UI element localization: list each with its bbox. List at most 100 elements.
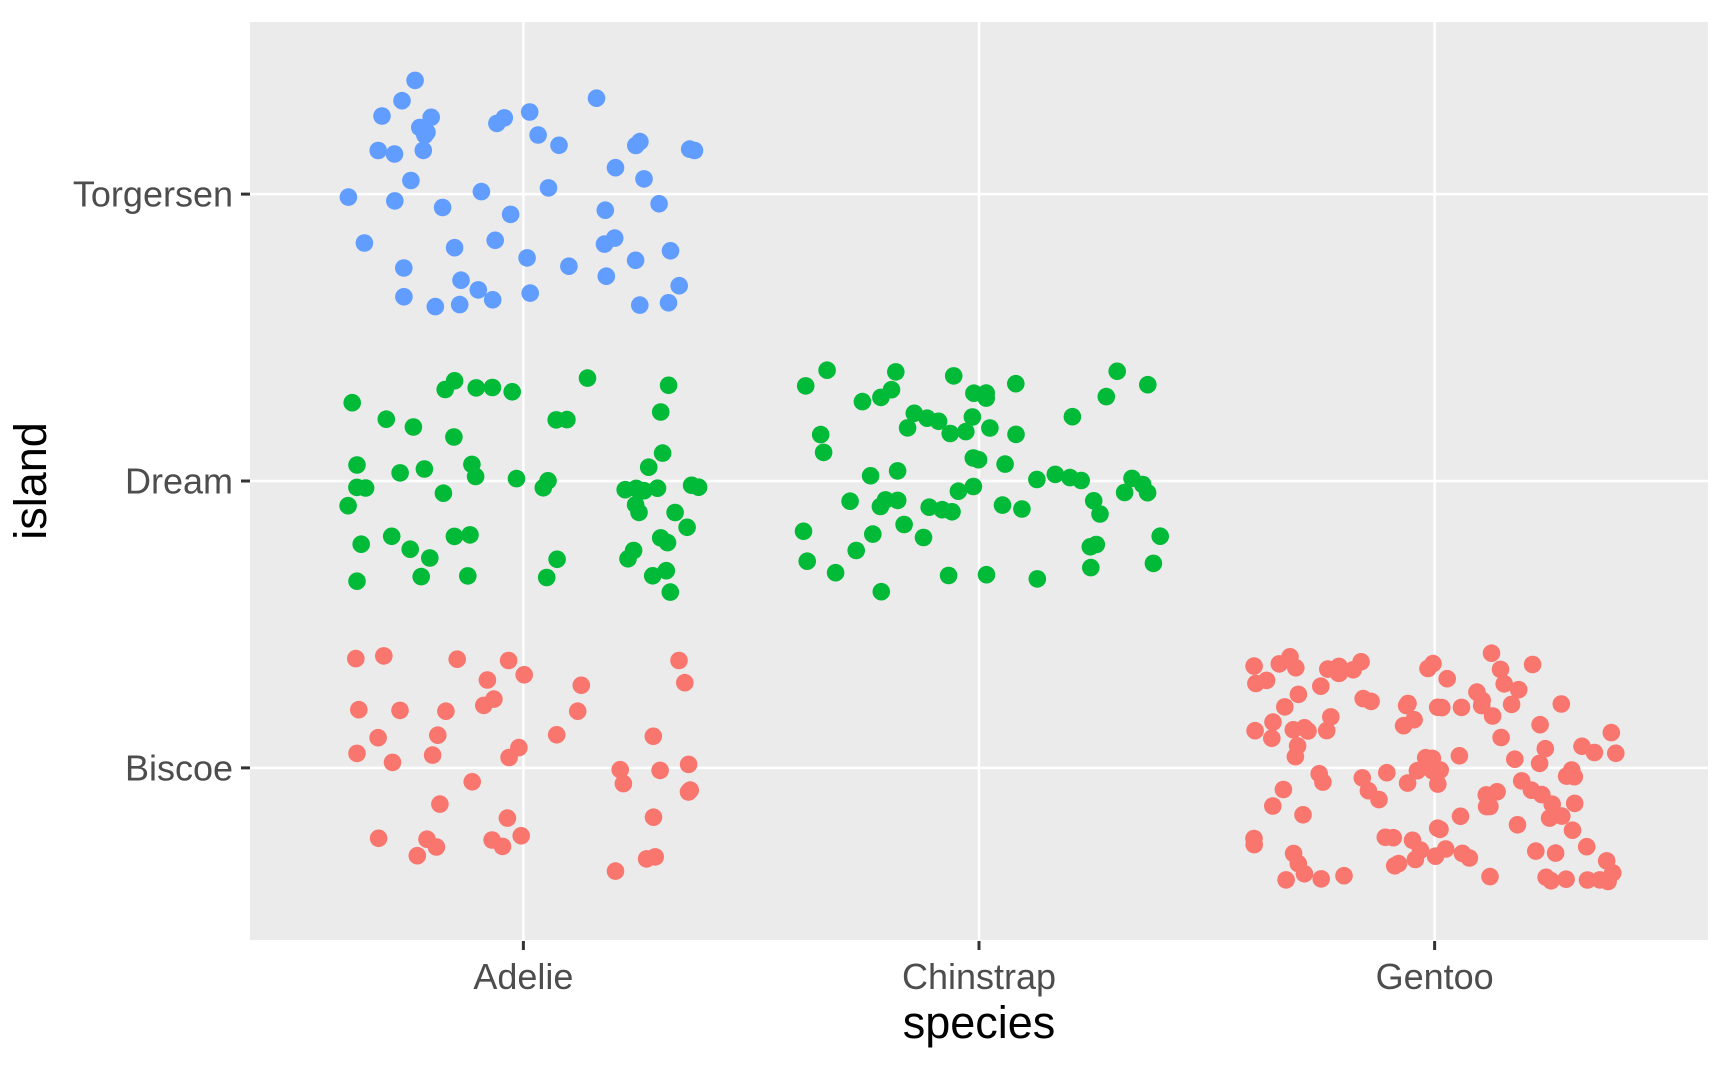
point-adelie-dream <box>467 379 486 397</box>
point-chinstrap-dream <box>933 500 951 519</box>
point-adelie-dream <box>657 561 676 580</box>
point-adelie-biscoe <box>606 862 625 880</box>
point-adelie-dream <box>463 455 481 474</box>
point-adelie-dream <box>401 540 420 558</box>
point-adelie-dream <box>339 496 357 515</box>
point-gentoo-biscoe <box>1431 761 1449 779</box>
point-gentoo-biscoe <box>1540 809 1559 827</box>
point-gentoo-biscoe <box>1416 748 1435 767</box>
point-adelie-dream <box>415 460 434 478</box>
point-chinstrap-dream <box>941 424 959 443</box>
y-axis-tick-labels: Torgersen Dream Biscoe <box>73 174 233 789</box>
point-gentoo-biscoe <box>1527 842 1545 860</box>
point-chinstrap-dream <box>841 492 859 511</box>
point-adelie-biscoe <box>611 760 629 779</box>
point-adelie-torgersen <box>406 71 424 90</box>
point-gentoo-biscoe <box>1264 797 1282 815</box>
y-tick-label-biscoe: Biscoe <box>125 747 233 788</box>
point-adelie-biscoe <box>512 827 530 845</box>
point-gentoo-biscoe <box>1557 767 1576 785</box>
point-chinstrap-dream <box>1115 483 1134 502</box>
x-tick-label-gentoo: Gentoo <box>1376 956 1494 997</box>
point-adelie-biscoe <box>637 850 656 868</box>
point-adelie-biscoe <box>347 649 365 668</box>
point-gentoo-biscoe <box>1335 866 1353 885</box>
point-adelie-torgersen <box>520 103 539 121</box>
point-adelie-torgersen <box>680 140 699 158</box>
point-adelie-torgersen <box>483 291 502 309</box>
point-adelie-dream <box>343 393 362 412</box>
point-adelie-torgersen <box>452 271 470 290</box>
point-adelie-dream <box>445 428 463 446</box>
point-chinstrap-dream <box>798 552 816 570</box>
point-adelie-torgersen <box>661 242 680 260</box>
point-adelie-biscoe <box>500 748 518 767</box>
point-gentoo-biscoe <box>1577 837 1596 856</box>
point-gentoo-biscoe <box>1405 710 1423 729</box>
point-adelie-torgersen <box>501 205 520 224</box>
point-chinstrap-dream <box>920 498 938 516</box>
point-adelie-biscoe <box>391 701 409 720</box>
point-adelie-torgersen <box>402 171 420 190</box>
point-gentoo-biscoe <box>1277 871 1295 889</box>
point-chinstrap-dream <box>853 392 872 411</box>
point-adelie-torgersen <box>355 234 374 252</box>
point-gentoo-biscoe <box>1294 806 1312 824</box>
point-chinstrap-dream <box>1133 475 1152 494</box>
point-adelie-biscoe <box>547 726 566 744</box>
point-gentoo-biscoe <box>1295 865 1314 883</box>
point-adelie-torgersen <box>518 249 536 267</box>
point-chinstrap-dream <box>1013 500 1031 518</box>
point-adelie-dream <box>630 503 648 522</box>
point-gentoo-biscoe <box>1322 708 1340 726</box>
point-chinstrap-dream <box>1097 387 1116 406</box>
point-adelie-dream <box>507 469 526 488</box>
point-gentoo-biscoe <box>1329 664 1348 683</box>
point-chinstrap-dream <box>888 462 907 480</box>
point-gentoo-biscoe <box>1536 739 1555 758</box>
point-adelie-torgersen <box>369 141 388 160</box>
point-adelie-dream <box>382 527 401 546</box>
point-chinstrap-dream <box>794 522 813 541</box>
point-adelie-biscoe <box>348 744 366 763</box>
point-chinstrap-dream <box>993 496 1012 514</box>
point-adelie-torgersen <box>550 136 568 155</box>
point-adelie-torgersen <box>659 294 678 312</box>
point-chinstrap-dream <box>964 477 983 496</box>
point-adelie-torgersen <box>433 198 452 217</box>
point-adelie-biscoe <box>644 808 663 826</box>
point-gentoo-biscoe <box>1288 737 1307 755</box>
point-adelie-biscoe <box>679 755 698 774</box>
point-adelie-dream <box>653 444 672 462</box>
point-gentoo-biscoe <box>1287 659 1305 677</box>
point-chinstrap-dream <box>1084 492 1103 510</box>
point-adelie-dream <box>548 550 566 569</box>
point-gentoo-biscoe <box>1408 761 1427 780</box>
point-adelie-torgersen <box>422 108 441 127</box>
point-adelie-dream <box>661 583 680 601</box>
point-adelie-dream <box>547 411 565 429</box>
point-gentoo-biscoe <box>1508 816 1527 834</box>
point-chinstrap-dream <box>887 363 905 381</box>
point-adelie-biscoe <box>369 829 388 848</box>
point-adelie-torgersen <box>426 297 445 316</box>
point-chinstrap-dream <box>1007 425 1025 444</box>
point-gentoo-biscoe <box>1276 698 1294 716</box>
point-chinstrap-dream <box>964 449 983 467</box>
point-adelie-biscoe <box>475 696 493 715</box>
point-gentoo-biscoe <box>1411 841 1430 859</box>
point-gentoo-biscoe <box>1563 821 1582 839</box>
point-adelie-torgersen <box>521 284 539 302</box>
point-chinstrap-dream <box>977 389 995 407</box>
x-axis-tick-labels: Adelie Chinstrap Gentoo <box>473 956 1493 997</box>
point-gentoo-biscoe <box>1274 780 1293 799</box>
point-chinstrap-dream <box>876 491 895 509</box>
point-gentoo-biscoe <box>1578 871 1597 889</box>
point-gentoo-biscoe <box>1523 655 1542 674</box>
point-gentoo-biscoe <box>1460 849 1479 867</box>
point-gentoo-biscoe <box>1433 698 1451 717</box>
point-adelie-dream <box>434 484 453 503</box>
point-adelie-torgersen <box>414 141 433 160</box>
point-gentoo-biscoe <box>1481 797 1499 816</box>
